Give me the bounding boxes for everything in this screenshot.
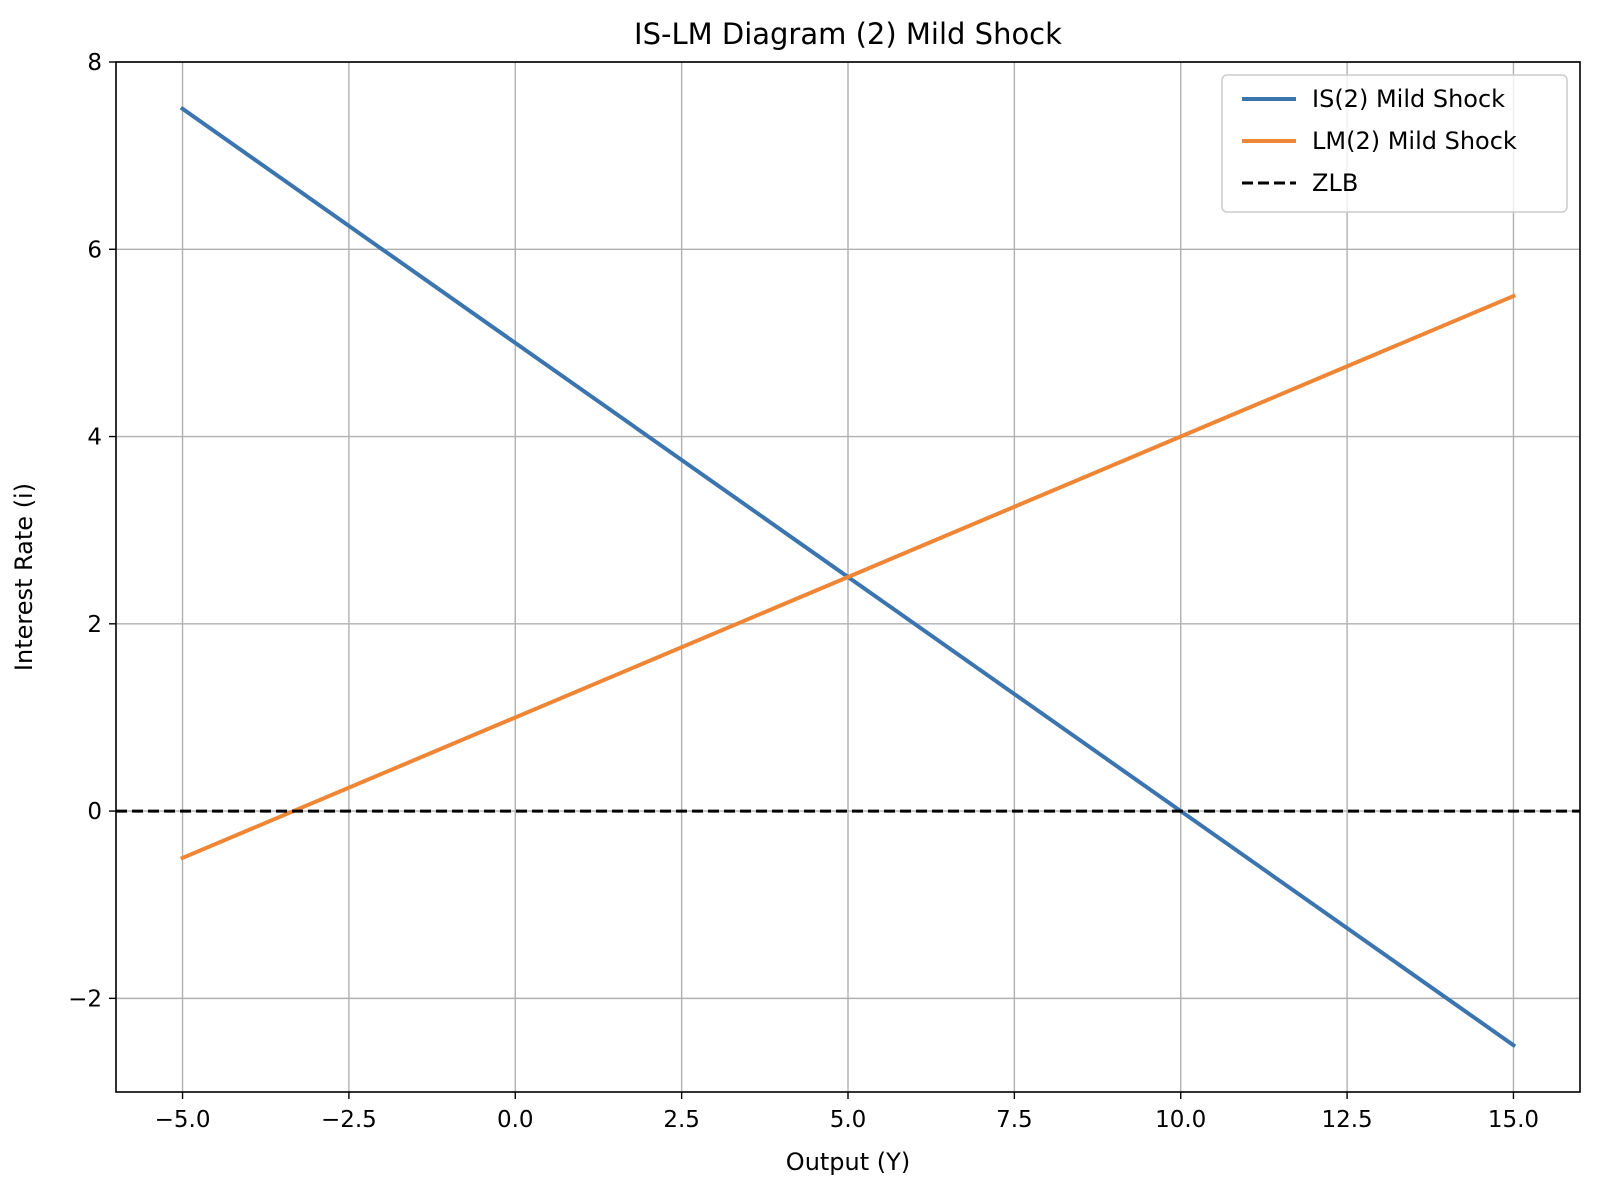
x-tick-label: 12.5: [1321, 1107, 1372, 1133]
x-tick-label: 10.0: [1155, 1107, 1206, 1133]
legend-label: IS(2) Mild Shock: [1312, 85, 1505, 113]
y-tick-label: 4: [87, 425, 102, 451]
y-tick-label: 2: [87, 612, 102, 638]
legend-box: [1221, 74, 1568, 213]
x-tick-label: −5.0: [155, 1107, 211, 1133]
y-tick-label: 0: [87, 799, 102, 825]
legend-label: ZLB: [1312, 169, 1358, 197]
x-axis-label: Output (Y): [786, 1148, 910, 1176]
y-axis-label: Interest Rate (i): [10, 483, 38, 671]
tick-layer: −5.0 −2.5 0.0 2.5 5.0 7.5 10.0 12.5 15.0 −2 0 2 4 6 8: [68, 50, 1539, 1133]
series-line-lm-2-mild-shock: [179, 293, 1517, 861]
y-tick-label: 6: [87, 237, 102, 263]
y-tick-label: 8: [87, 50, 102, 76]
x-tick-label: −2.5: [321, 1107, 377, 1133]
x-tick-label: 2.5: [663, 1107, 700, 1133]
legend-label: LM(2) Mild Shock: [1312, 127, 1517, 155]
x-tick-label: 7.5: [996, 1107, 1033, 1133]
chart-title: IS-LM Diagram (2) Mild Shock: [634, 17, 1062, 51]
x-tick-label: 15.0: [1488, 1107, 1539, 1133]
x-tick-label: 0.0: [497, 1107, 534, 1133]
legend: IS(2) Mild Shock LM(2) Mild Shock ZLB: [1221, 74, 1568, 213]
x-tick-label: 5.0: [830, 1107, 867, 1133]
series-layer: [116, 106, 1580, 1048]
y-tick-label: −2: [68, 986, 102, 1012]
